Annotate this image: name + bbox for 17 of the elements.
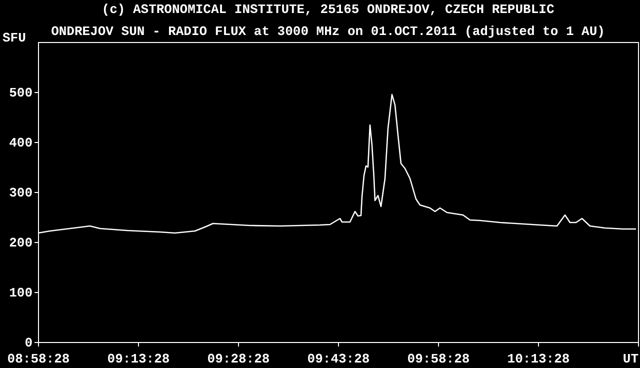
x-tick-label: 09:43:28 (307, 352, 370, 366)
y-tick-label: 0 (24, 336, 33, 350)
y-tick-label: 300 (9, 186, 33, 200)
x-tick-label: 09:13:28 (107, 352, 170, 366)
x-tick-label: UT (622, 352, 639, 366)
x-tick-label: 08:58:28 (7, 352, 70, 366)
line-series (37, 94, 637, 234)
y-tick-label: 200 (9, 236, 33, 250)
x-tick-label: 09:58:28 (407, 352, 470, 366)
y-axis-title: SFU (2, 30, 26, 46)
y-tick-label: 500 (9, 86, 33, 100)
x-tick-label: 09:28:28 (207, 352, 270, 366)
x-tick-label: 10:13:28 (507, 352, 570, 366)
y-tick-label: 100 (9, 286, 33, 300)
chart-title: ONDREJOV SUN - RADIO FLUX at 3000 MHz on 01.OCT.2011 (adjusted to 1 AU) (51, 24, 605, 39)
text: (c) ASTRONOMICAL INSTITUTE, 25165 ONDREJOV, CZECH REPUBLIC (102, 2, 554, 17)
y-tick-label: 400 (9, 136, 33, 150)
